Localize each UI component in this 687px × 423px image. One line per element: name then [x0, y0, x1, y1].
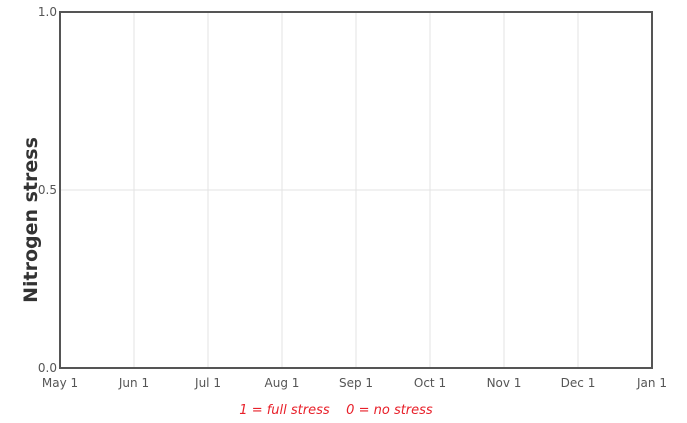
- x-tick-label: Oct 1: [414, 376, 446, 390]
- y-tick-label: 0.5: [38, 183, 57, 197]
- grid-lines: [60, 12, 652, 368]
- y-axis: 0.0 0.5 1.0: [38, 5, 57, 375]
- y-tick-label: 0.0: [38, 361, 57, 375]
- plot-area: [59, 11, 653, 369]
- x-tick-label: Sep 1: [339, 376, 373, 390]
- y-tick-label: 1.0: [38, 5, 57, 19]
- x-tick-label: Jan 1: [636, 376, 667, 390]
- y-axis-label: Nitrogen stress: [20, 137, 42, 303]
- x-tick-label: Dec 1: [561, 376, 596, 390]
- x-tick-label: May 1: [42, 376, 78, 390]
- x-tick-label: Aug 1: [265, 376, 300, 390]
- x-tick-label: Nov 1: [487, 376, 522, 390]
- x-axis: May 1 Jun 1 Jul 1 Aug 1 Sep 1 Oct 1 Nov 1 Dec 1…: [42, 376, 667, 390]
- stress-legend-note: 1 = full stress 0 = no stress: [239, 403, 433, 418]
- x-tick-label: Jun 1: [118, 376, 149, 390]
- x-tick-label: Jul 1: [194, 376, 221, 390]
